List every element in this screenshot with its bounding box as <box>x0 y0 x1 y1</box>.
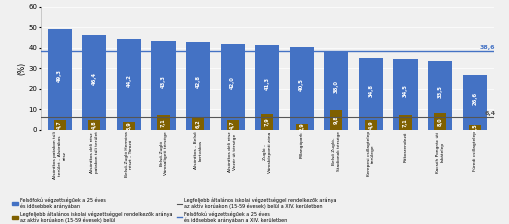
Text: 43,3: 43,3 <box>161 75 166 88</box>
Text: 44,2: 44,2 <box>126 74 131 87</box>
Bar <box>400 115 412 130</box>
Text: 38,6: 38,6 <box>480 45 495 50</box>
Bar <box>469 125 481 130</box>
Text: 6,4: 6,4 <box>485 111 495 116</box>
Text: 6,2: 6,2 <box>195 119 201 128</box>
Text: 42,8: 42,8 <box>195 75 201 88</box>
Text: 2,5: 2,5 <box>472 123 477 132</box>
Bar <box>365 120 377 130</box>
Bar <box>117 39 141 130</box>
Bar <box>220 44 245 130</box>
Bar <box>48 29 72 130</box>
Bar <box>88 120 100 130</box>
Bar <box>227 120 239 130</box>
Bar <box>428 61 452 130</box>
Bar <box>261 114 273 130</box>
Text: 40,5: 40,5 <box>299 78 304 91</box>
Bar <box>53 120 66 130</box>
Text: 4,7: 4,7 <box>57 121 62 129</box>
Bar <box>393 59 418 130</box>
Text: 42,0: 42,0 <box>230 76 235 89</box>
Bar <box>123 122 135 130</box>
Bar <box>434 114 446 130</box>
Text: 49,3: 49,3 <box>57 69 62 82</box>
Text: 41,3: 41,3 <box>265 77 270 90</box>
Bar <box>296 124 308 130</box>
Text: 7,1: 7,1 <box>403 118 408 127</box>
Bar <box>192 117 204 130</box>
Legend: Felsőfokú végzettségűek a 25 éves
és idősebbek arányában, Legfeljebb általános i: Felsőfokú végzettségűek a 25 éves és idő… <box>11 196 338 224</box>
Text: 26,6: 26,6 <box>472 92 477 105</box>
Text: 4,9: 4,9 <box>369 121 374 129</box>
Text: 4,8: 4,8 <box>92 121 97 129</box>
Bar <box>255 45 279 130</box>
Bar <box>330 110 343 130</box>
Text: 9,8: 9,8 <box>334 116 339 124</box>
Bar <box>151 41 176 130</box>
Text: 34,8: 34,8 <box>369 84 374 97</box>
Text: 3,9: 3,9 <box>126 122 131 130</box>
Text: 7,9: 7,9 <box>265 117 270 126</box>
Text: 4,7: 4,7 <box>230 121 235 129</box>
Text: 33,5: 33,5 <box>438 85 443 98</box>
Text: 38,0: 38,0 <box>334 80 339 93</box>
Text: 7,1: 7,1 <box>161 118 166 127</box>
Text: 2,9: 2,9 <box>299 123 304 131</box>
Text: 34,5: 34,5 <box>403 84 408 97</box>
Y-axis label: (%): (%) <box>18 62 27 75</box>
Bar <box>186 42 210 130</box>
Bar <box>157 115 169 130</box>
Bar <box>324 52 349 130</box>
Bar <box>359 58 383 130</box>
Bar <box>463 75 487 130</box>
Text: 46,4: 46,4 <box>92 72 97 85</box>
Bar <box>290 47 314 130</box>
Text: 8,0: 8,0 <box>438 117 443 126</box>
Bar <box>82 35 106 130</box>
